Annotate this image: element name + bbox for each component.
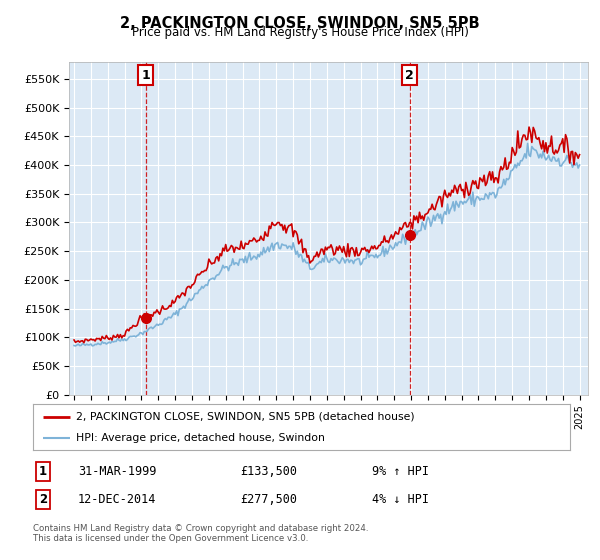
Text: 1: 1 — [141, 68, 150, 82]
Text: 1: 1 — [39, 465, 47, 478]
Text: 31-MAR-1999: 31-MAR-1999 — [78, 465, 157, 478]
Text: 2, PACKINGTON CLOSE, SWINDON, SN5 5PB (detached house): 2, PACKINGTON CLOSE, SWINDON, SN5 5PB (d… — [76, 412, 415, 422]
Text: 2: 2 — [406, 68, 414, 82]
Text: £133,500: £133,500 — [240, 465, 297, 478]
Text: 9% ↑ HPI: 9% ↑ HPI — [372, 465, 429, 478]
Text: 2: 2 — [39, 493, 47, 506]
Text: 2, PACKINGTON CLOSE, SWINDON, SN5 5PB: 2, PACKINGTON CLOSE, SWINDON, SN5 5PB — [120, 16, 480, 31]
Text: HPI: Average price, detached house, Swindon: HPI: Average price, detached house, Swin… — [76, 433, 325, 443]
Text: Contains HM Land Registry data © Crown copyright and database right 2024.
This d: Contains HM Land Registry data © Crown c… — [33, 524, 368, 543]
Text: £277,500: £277,500 — [240, 493, 297, 506]
Text: 4% ↓ HPI: 4% ↓ HPI — [372, 493, 429, 506]
Text: Price paid vs. HM Land Registry's House Price Index (HPI): Price paid vs. HM Land Registry's House … — [131, 26, 469, 39]
Text: 12-DEC-2014: 12-DEC-2014 — [78, 493, 157, 506]
